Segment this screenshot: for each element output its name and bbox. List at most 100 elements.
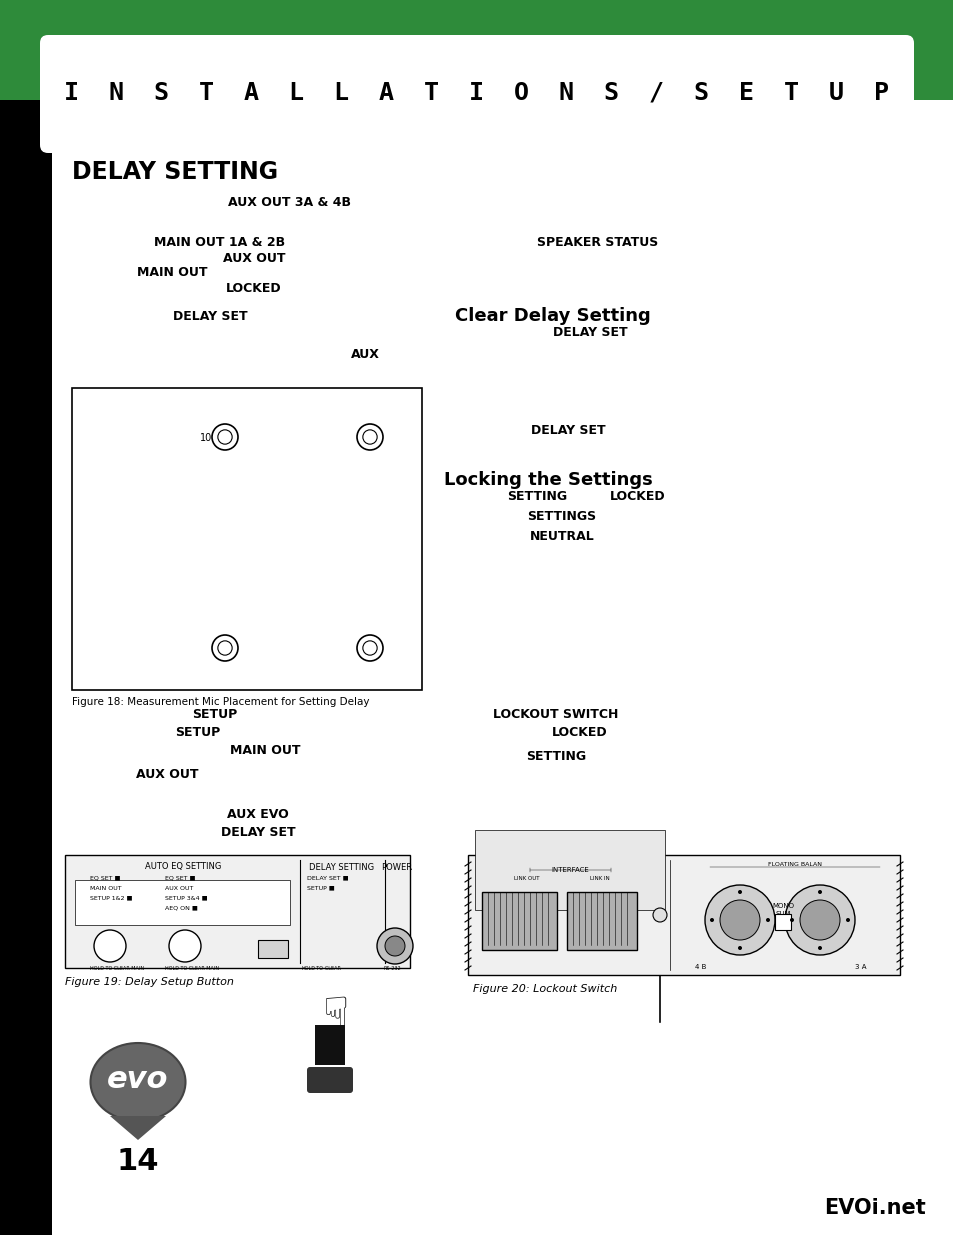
Text: AEQ ON ■: AEQ ON ■ (165, 905, 197, 910)
Text: LOCKED: LOCKED (226, 282, 281, 294)
Text: DELAY SET: DELAY SET (530, 424, 604, 436)
Circle shape (789, 918, 793, 923)
Text: Figure 20: Lockout Switch: Figure 20: Lockout Switch (473, 984, 617, 994)
Text: evo: evo (107, 1066, 169, 1094)
Bar (566, 892, 637, 950)
Bar (475, 830, 664, 910)
Circle shape (845, 918, 849, 923)
Text: I  N  S  T  A  L  L  A  T  I  O  N  S  /  S  E  T  U  P: I N S T A L L A T I O N S / S E T U P (65, 80, 888, 104)
Text: SETUP: SETUP (175, 725, 220, 739)
Text: LINK IN: LINK IN (590, 876, 609, 881)
Text: MAIN OUT: MAIN OUT (230, 743, 300, 757)
Text: AUX EVO: AUX EVO (227, 809, 289, 821)
Text: LOCKED: LOCKED (610, 490, 665, 504)
Text: SETUP ■: SETUP ■ (307, 885, 335, 890)
Bar (257, 940, 288, 958)
Text: AUX OUT 3A & 4B: AUX OUT 3A & 4B (229, 195, 351, 209)
Circle shape (212, 424, 237, 450)
Circle shape (212, 635, 237, 661)
Circle shape (817, 890, 821, 894)
Text: MAIN OUT: MAIN OUT (90, 885, 121, 890)
Circle shape (784, 885, 854, 955)
Bar (314, 1025, 345, 1065)
Text: SETUP 1&2 ■: SETUP 1&2 ■ (90, 895, 132, 900)
Circle shape (217, 430, 232, 445)
Text: HOLD TO CLEAR MAIN: HOLD TO CLEAR MAIN (90, 966, 144, 971)
Text: DELAY SET: DELAY SET (172, 310, 247, 322)
Circle shape (362, 430, 376, 445)
Text: EQ SET ■: EQ SET ■ (90, 876, 120, 881)
FancyBboxPatch shape (40, 35, 913, 153)
Text: EQ SET ■: EQ SET ■ (165, 876, 195, 881)
Text: MAIN OUT: MAIN OUT (136, 267, 207, 279)
Circle shape (709, 918, 713, 923)
Bar (71, 388, 421, 690)
Circle shape (94, 930, 126, 962)
Text: AUTO EQ SETTING: AUTO EQ SETTING (145, 862, 221, 872)
FancyBboxPatch shape (307, 1067, 353, 1093)
Text: SETTING: SETTING (506, 490, 566, 504)
Bar (481, 892, 557, 950)
Circle shape (376, 927, 413, 965)
Text: LINK OUT: LINK OUT (514, 876, 539, 881)
Text: DELAY SETTING: DELAY SETTING (309, 862, 375, 872)
Bar (0, 100, 52, 1235)
Bar (0, 0, 953, 61)
Circle shape (385, 936, 405, 956)
Circle shape (800, 900, 840, 940)
Text: RS-232: RS-232 (384, 966, 401, 971)
Circle shape (356, 424, 382, 450)
Text: SETUP: SETUP (193, 709, 237, 721)
Text: DELAY SETTING: DELAY SETTING (71, 161, 278, 184)
Text: ☞: ☞ (309, 995, 351, 1032)
Text: DELAY SET: DELAY SET (552, 326, 627, 340)
Text: LOCKED: LOCKED (552, 725, 607, 739)
Circle shape (217, 641, 232, 655)
Text: MONO
SUM: MONO SUM (771, 903, 793, 916)
Text: 3 A: 3 A (854, 965, 865, 969)
Circle shape (738, 946, 741, 950)
Circle shape (817, 946, 821, 950)
Text: LOCKOUT SWITCH: LOCKOUT SWITCH (493, 709, 618, 721)
Text: POWER: POWER (381, 862, 412, 872)
Text: Figure 19: Delay Setup Button: Figure 19: Delay Setup Button (65, 977, 233, 987)
Bar (468, 855, 899, 974)
Text: Clear Delay Setting: Clear Delay Setting (455, 308, 650, 325)
Text: Locking the Settings: Locking the Settings (443, 471, 652, 489)
Bar (774, 914, 790, 930)
Text: SETTING: SETTING (525, 751, 585, 763)
Circle shape (169, 930, 201, 962)
Text: 10': 10' (199, 433, 214, 443)
Text: HOLD TO CLEAR MAIN: HOLD TO CLEAR MAIN (165, 966, 219, 971)
Text: FLOATING BALAN: FLOATING BALAN (767, 862, 821, 867)
Text: INTERFACE: INTERFACE (551, 867, 588, 873)
Text: SETTINGS: SETTINGS (527, 510, 596, 524)
Text: AUX OUT: AUX OUT (165, 885, 193, 890)
Bar (75, 881, 290, 925)
Text: AUX OUT: AUX OUT (222, 252, 285, 264)
Bar (0, 0, 953, 100)
Text: DELAY SET: DELAY SET (220, 825, 295, 839)
Bar (65, 855, 410, 968)
Circle shape (652, 908, 666, 923)
Circle shape (738, 890, 741, 894)
Circle shape (356, 635, 382, 661)
Text: AUX: AUX (350, 348, 379, 362)
Text: MAIN OUT 1A & 2B: MAIN OUT 1A & 2B (154, 236, 285, 249)
Text: 14: 14 (116, 1147, 159, 1177)
Text: 4 B: 4 B (695, 965, 705, 969)
Circle shape (765, 918, 769, 923)
Text: SETUP 3&4 ■: SETUP 3&4 ■ (165, 895, 208, 900)
Circle shape (720, 900, 760, 940)
Text: SPEAKER STATUS: SPEAKER STATUS (537, 236, 658, 249)
Circle shape (704, 885, 774, 955)
Text: NEUTRAL: NEUTRAL (529, 531, 594, 543)
Polygon shape (110, 1116, 166, 1140)
Text: HOLD-TO-CLEAR: HOLD-TO-CLEAR (302, 966, 341, 971)
Text: EVOi.net: EVOi.net (823, 1198, 925, 1218)
Ellipse shape (91, 1044, 185, 1121)
Text: AUX OUT: AUX OUT (135, 768, 198, 782)
Circle shape (362, 641, 376, 655)
Text: DELAY SET ■: DELAY SET ■ (307, 876, 348, 881)
Text: Figure 18: Measurement Mic Placement for Setting Delay: Figure 18: Measurement Mic Placement for… (71, 697, 369, 706)
